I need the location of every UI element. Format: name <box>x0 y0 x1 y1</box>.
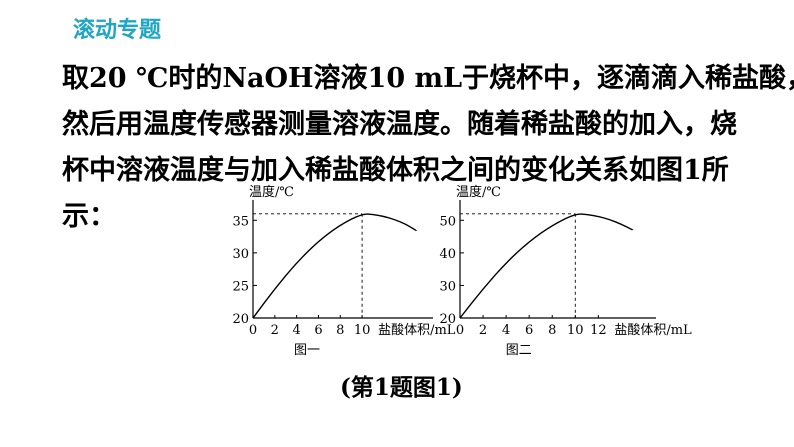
x-tick-label: 6 <box>314 323 322 338</box>
problem-text: 取20 ℃时的NaOH溶液10 mL于烧杯中，逐滴滴入稀盐酸， 然后用温度传感器… <box>62 56 794 240</box>
chart-title: 图一 <box>294 343 320 358</box>
y-tick-label: 35 <box>232 214 249 229</box>
problem-line: 然后用温度传感器测量溶液温度。随着稀盐酸的加入，烧 <box>62 109 737 140</box>
y-tick-label: 30 <box>439 279 456 294</box>
x-tick-label: 10 <box>354 323 371 338</box>
x-tick-label: 2 <box>271 323 279 338</box>
y-tick-label: 20 <box>232 312 249 327</box>
x-tick-label: 4 <box>502 323 510 338</box>
y-tick-label: 40 <box>439 247 456 262</box>
problem-line: 示： <box>62 201 116 232</box>
chart-title: 图二 <box>506 343 532 358</box>
y-tick-label: 20 <box>439 312 456 327</box>
figure-caption: (第1题图1) <box>340 374 463 401</box>
chart-figure-2: 温度/℃ 20 30 40 50 0 2 4 6 8 10 12 盐酸体积/mL 图二 <box>439 184 692 358</box>
section-header: 滚动专题 <box>73 18 162 43</box>
y-tick-label: 25 <box>232 279 249 294</box>
y-tick-label: 50 <box>439 214 456 229</box>
x-axis-label: 盐酸体积/mL <box>614 323 692 338</box>
x-tick-label: 6 <box>525 323 533 338</box>
x-tick-label: 12 <box>590 323 607 338</box>
x-tick-label: 2 <box>479 323 487 338</box>
chart-figure-1: 温度/℃ 20 25 30 35 0 2 4 6 8 10 盐酸体积/mL 图一 <box>232 184 455 358</box>
problem-line: 杯中溶液温度与加入稀盐酸体积之间的变化关系如图1所 <box>62 155 729 186</box>
temperature-curve <box>252 213 418 319</box>
x-tick-label: 8 <box>548 323 556 338</box>
problem-line: 取20 ℃时的NaOH溶液10 mL于烧杯中，逐滴滴入稀盐酸， <box>62 63 794 94</box>
temperature-curve <box>459 213 634 319</box>
y-tick-label: 30 <box>232 247 249 262</box>
x-axis-label: 盐酸体积/mL <box>378 323 456 338</box>
x-tick-label: 10 <box>567 323 584 338</box>
x-tick-label: 0 <box>249 323 257 338</box>
x-tick-label: 0 <box>456 323 464 338</box>
y-axis-label: 温度/℃ <box>456 184 501 200</box>
x-tick-label: 8 <box>336 323 344 338</box>
x-tick-label: 4 <box>292 323 300 338</box>
y-axis-label: 温度/℃ <box>249 184 294 200</box>
